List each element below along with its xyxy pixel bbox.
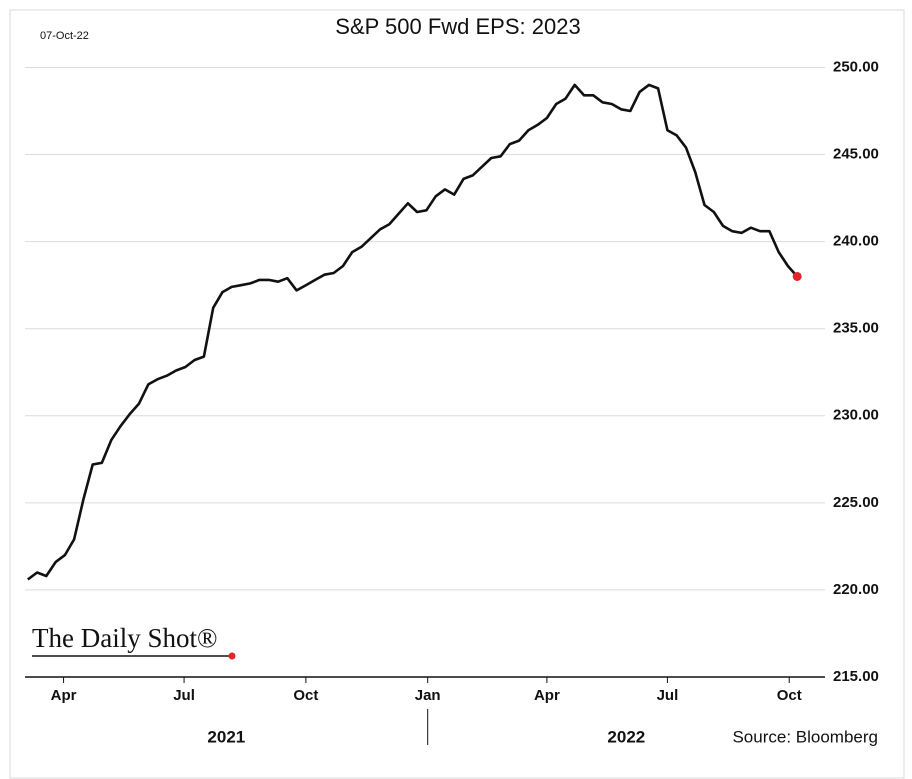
x-tick-label: Jul [173,687,195,704]
source: Source: Bloomberg [732,727,878,746]
y-tick-label: 235.00 [833,320,879,337]
year-label: 2022 [607,727,645,746]
y-tick-label: 230.00 [833,407,879,424]
x-tick-label: Apr [534,687,560,704]
year-label: 2021 [207,727,245,746]
y-tick-label: 220.00 [833,581,879,598]
line [27,83,799,581]
y-tick-label: 225.00 [833,494,879,511]
x-tick-label: Apr [51,687,77,704]
y-tick-label: 240.00 [833,233,879,250]
watermark-dot [228,652,236,660]
x-tick-label: Jul [657,687,679,704]
x-tick-label: Oct [777,687,802,704]
date-label: 07-Oct-22 [40,30,89,42]
y-tick-label: 250.00 [833,58,879,75]
chart-title: S&P 500 Fwd EPS: 2023 [335,14,580,39]
frame [9,9,905,779]
end-marker [792,271,802,281]
y-tick-label: 215.00 [833,668,879,685]
watermark: The Daily Shot® [32,623,218,653]
x-tick-label: Jan [415,687,441,704]
y-tick-label: 245.00 [833,146,879,163]
x-tick-label: Oct [293,687,318,704]
